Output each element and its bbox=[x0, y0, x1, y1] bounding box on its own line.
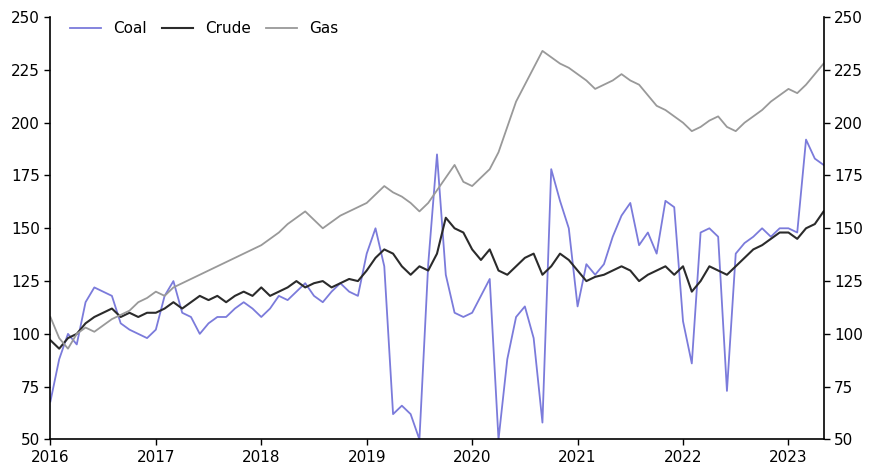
Coal bbox=[45, 398, 56, 404]
Gas bbox=[449, 162, 460, 168]
Gas bbox=[538, 48, 548, 54]
Crude bbox=[739, 255, 750, 261]
Gas bbox=[133, 299, 143, 305]
Line: Gas: Gas bbox=[51, 51, 823, 348]
Crude bbox=[818, 208, 829, 214]
Coal bbox=[818, 162, 829, 168]
Crude bbox=[54, 346, 65, 351]
Crude bbox=[45, 337, 56, 343]
Gas bbox=[748, 113, 759, 119]
Gas bbox=[818, 61, 829, 67]
Gas bbox=[212, 263, 223, 269]
Crude bbox=[133, 314, 143, 320]
Gas bbox=[63, 346, 73, 351]
Coal bbox=[449, 310, 460, 316]
Coal bbox=[414, 436, 425, 442]
Legend: Coal, Crude, Gas: Coal, Crude, Gas bbox=[66, 16, 343, 40]
Coal bbox=[124, 327, 135, 333]
Crude bbox=[353, 278, 364, 284]
Gas bbox=[353, 204, 364, 210]
Coal bbox=[204, 320, 214, 326]
Crude bbox=[150, 310, 161, 316]
Coal bbox=[801, 137, 811, 142]
Coal bbox=[343, 289, 354, 295]
Coal bbox=[739, 240, 750, 246]
Gas bbox=[150, 289, 161, 295]
Gas bbox=[45, 314, 56, 320]
Line: Coal: Coal bbox=[51, 139, 823, 439]
Line: Crude: Crude bbox=[51, 211, 823, 348]
Crude bbox=[449, 226, 460, 231]
Coal bbox=[142, 335, 152, 341]
Crude bbox=[212, 293, 223, 299]
